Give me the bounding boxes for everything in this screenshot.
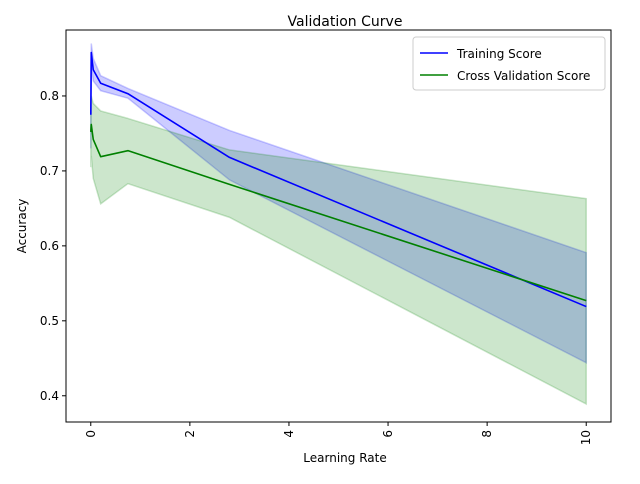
y-tick-label: 0.4 — [40, 389, 59, 403]
legend: Training Score Cross Validation Score — [412, 36, 606, 91]
line-cross-validation — [90, 123, 587, 302]
x-tick-label: 6 — [381, 430, 395, 438]
legend-label-training: Training Score — [456, 47, 542, 61]
x-tick-label: 8 — [480, 430, 494, 438]
x-tick-label: 4 — [282, 430, 296, 438]
x-tick-label: 0 — [84, 430, 98, 438]
y-tick-label: 0.5 — [40, 314, 59, 328]
chart-title: Validation Curve — [288, 14, 403, 30]
y-axis-label: Accuracy — [15, 199, 29, 254]
plot-frame — [65, 29, 612, 423]
y-axis-ticks: 0.4 0.5 0.6 0.7 0.8 — [40, 89, 66, 403]
legend-box — [412, 36, 606, 91]
y-tick-label: 0.8 — [40, 89, 59, 103]
confidence-bands — [90, 43, 587, 406]
x-axis-label: Learning Rate — [303, 451, 386, 465]
band-cross-validation — [90, 95, 587, 406]
x-axis-ticks: 0 2 4 6 8 10 — [84, 422, 593, 445]
x-tick-label: 2 — [183, 430, 197, 438]
series-lines — [90, 51, 587, 308]
x-tick-label: 10 — [579, 430, 593, 445]
y-tick-label: 0.6 — [40, 239, 59, 253]
line-training — [90, 51, 587, 308]
legend-label-cross-validation: Cross Validation Score — [457, 69, 590, 83]
y-tick-label: 0.7 — [40, 164, 59, 178]
